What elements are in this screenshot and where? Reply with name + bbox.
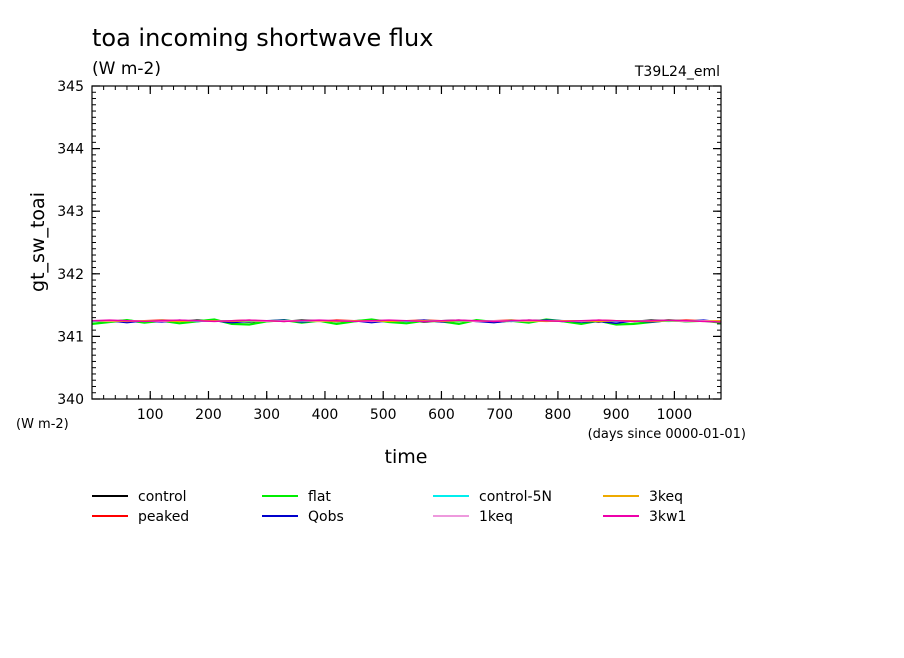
minor-ticks (92, 86, 721, 399)
y-tick-label: 341 (57, 329, 84, 345)
x-tick-label: 400 (312, 407, 339, 423)
legend-label-3kw1: 3kw1 (649, 509, 686, 525)
plot-frame (91, 85, 722, 400)
x-units-label: (days since 0000-01-01) (588, 427, 746, 442)
x-tick-label: 600 (428, 407, 455, 423)
x-tick-label: 200 (195, 407, 222, 423)
series-line-3kw1 (91, 319, 722, 323)
legend-label-control: control (138, 489, 187, 505)
x-tick-label: 700 (486, 407, 513, 423)
legend-label-3keq: 3keq (649, 489, 683, 505)
legend-label-1keq: 1keq (479, 509, 513, 525)
x-tick-label: 900 (603, 407, 630, 423)
x-tick-label: 800 (545, 407, 572, 423)
x-tick-label: 500 (370, 407, 397, 423)
major-ticks (92, 85, 721, 400)
series-lines (91, 318, 722, 326)
y-tick-label: 343 (57, 204, 84, 220)
tick-labels: 100 200 300 400 500 600 700 800 900 1000 340 341 342… (57, 79, 692, 423)
legend-label-control-5n: control-5N (479, 489, 552, 505)
x-tick-label: 300 (253, 407, 280, 423)
legend-label-peaked: peaked (138, 509, 189, 525)
legend-label-qobs: Qobs (308, 509, 344, 525)
y-tick-label: 340 (57, 392, 84, 408)
y-tick-label: 345 (57, 79, 84, 95)
y-units-label: (W m-2) (16, 417, 69, 432)
x-tick-label: 100 (137, 407, 164, 423)
y-tick-label: 342 (57, 267, 84, 283)
legend-label-flat: flat (308, 489, 331, 505)
x-tick-label: 1000 (657, 407, 693, 423)
run-label: T39L24_eml (634, 64, 720, 80)
chart-title: toa incoming shortwave flux (92, 24, 433, 52)
y-axis-label: gt_sw_toai (27, 192, 49, 292)
x-axis-label: time (385, 446, 428, 468)
legend: control peaked flat Qobs control-5N 1keq 3keq 3… (92, 489, 686, 525)
y-tick-label: 344 (57, 142, 84, 158)
chart-units: (W m-2) (92, 59, 161, 79)
